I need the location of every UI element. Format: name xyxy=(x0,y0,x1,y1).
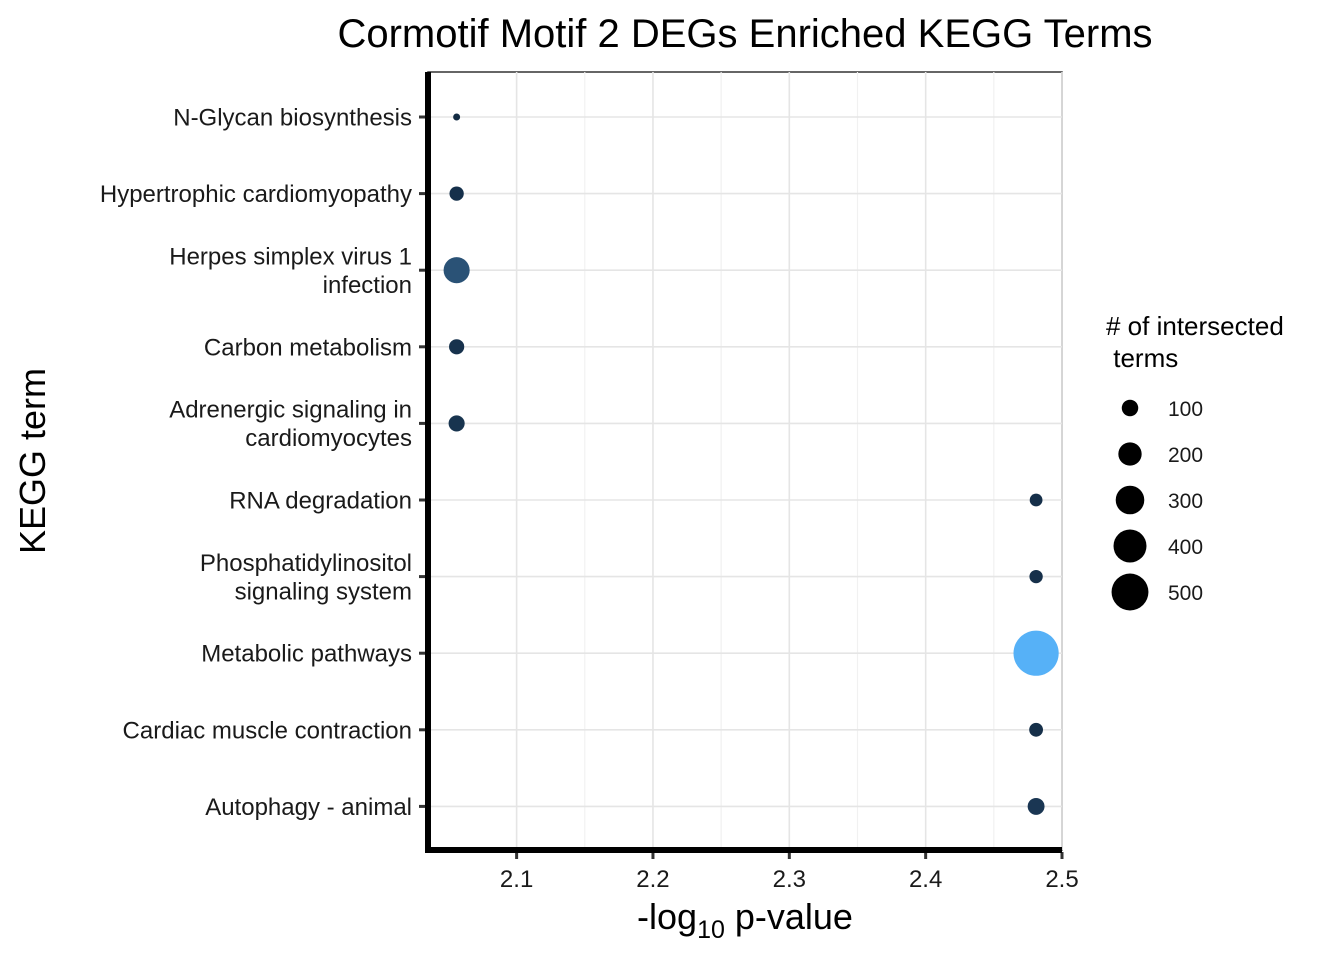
x-axis-label: -log10 p-value xyxy=(637,896,853,944)
legend-size-key xyxy=(1113,529,1147,563)
y-tick-label: Phosphatidylinositol signaling system xyxy=(200,550,412,606)
data-point xyxy=(453,113,461,121)
x-tick-label: 2.1 xyxy=(500,866,533,893)
x-tick-label: 2.5 xyxy=(1045,866,1078,893)
y-tick-label: N-Glycan biosynthesis xyxy=(173,105,412,132)
chart-title: Cormotif Motif 2 DEGs Enriched KEGG Term… xyxy=(337,12,1152,56)
legend-label: 100 xyxy=(1168,398,1203,421)
legend-label: 500 xyxy=(1168,582,1203,605)
data-point xyxy=(449,339,465,355)
data-point xyxy=(449,186,464,201)
legend-size-key xyxy=(1118,442,1142,466)
y-tick-label: Cardiac muscle contraction xyxy=(123,717,412,744)
x-tick-label: 2.3 xyxy=(773,866,806,893)
data-point xyxy=(1029,493,1043,507)
legend-label: 200 xyxy=(1168,444,1203,467)
data-point xyxy=(1029,722,1043,737)
size-legend: # of intersected terms 100 200 300 400 500 xyxy=(1106,311,1284,611)
data-point xyxy=(443,257,470,284)
data-points xyxy=(443,113,1059,815)
y-tick-label: Adrenergic signaling in cardiomyocytes xyxy=(169,397,412,453)
y-tick-label: Hypertrophic cardiomyopathy xyxy=(100,181,412,208)
plot-panel xyxy=(427,71,1063,851)
grid-lines xyxy=(428,72,1063,850)
x-tick-label: 2.2 xyxy=(636,866,669,893)
data-point xyxy=(1027,797,1045,815)
data-point xyxy=(448,415,465,432)
legend-size-key xyxy=(1111,573,1149,611)
y-tick-label: Herpes simplex virus 1 infection xyxy=(169,243,412,299)
axes xyxy=(419,72,1064,859)
data-point xyxy=(1013,630,1059,676)
y-tick-label: Metabolic pathways xyxy=(201,641,412,668)
y-tick-label: Autophagy - animal xyxy=(205,794,412,821)
x-tick-labels: 2.1 2.2 2.3 2.4 2.5 xyxy=(500,866,1079,893)
y-tick-label: RNA degradation xyxy=(229,488,412,515)
legend-label: 400 xyxy=(1168,536,1203,559)
x-tick-label: 2.4 xyxy=(909,866,942,893)
y-axis-label: KEGG term xyxy=(12,368,53,554)
legend-title: # of intersected terms xyxy=(1106,311,1284,373)
legend-label: 300 xyxy=(1168,490,1203,513)
legend-size-key xyxy=(1115,485,1145,515)
y-tick-labels: N-Glycan biosynthesis Hypertrophic cardio… xyxy=(100,105,412,821)
data-point xyxy=(1029,569,1043,584)
y-tick-label: Carbon metabolism xyxy=(204,334,412,361)
legend-size-key xyxy=(1121,399,1139,417)
